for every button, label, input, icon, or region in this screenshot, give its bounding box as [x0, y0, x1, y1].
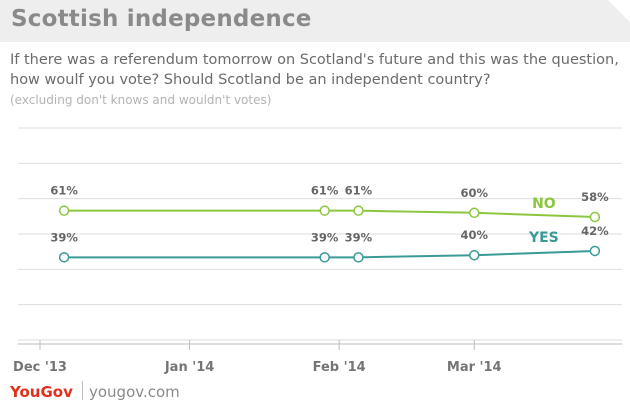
x-tick-label: Jan '14 — [164, 360, 214, 375]
data-label: 40% — [460, 228, 488, 242]
data-point — [469, 249, 480, 261]
chart-subtitle: If there was a referendum tomorrow on Sc… — [10, 52, 619, 88]
data-point — [58, 205, 70, 216]
folded-corner — [608, 0, 630, 22]
data-point — [469, 207, 480, 219]
data-label: 61% — [345, 184, 373, 198]
data-label: 39% — [50, 230, 78, 244]
x-tick-label: Feb '14 — [313, 360, 366, 375]
data-label: 39% — [345, 230, 373, 244]
data-point — [319, 252, 330, 263]
data-point — [353, 205, 364, 216]
series-name-no: NO — [532, 196, 556, 212]
chart-title: Scottish independence — [11, 6, 312, 32]
footer-divider — [82, 381, 83, 400]
yougov-logo: YouGov — [10, 383, 73, 401]
data-label: 60% — [460, 186, 488, 200]
data-label: 58% — [581, 190, 609, 204]
series-name-yes: YES — [528, 230, 559, 246]
data-label: 61% — [50, 184, 78, 198]
data-point — [58, 252, 70, 263]
title-bar: Scottish independence — [0, 0, 630, 42]
data-label: 42% — [581, 224, 609, 238]
x-tick-label: Mar '14 — [447, 360, 502, 375]
data-point — [589, 245, 601, 257]
data-point — [319, 205, 330, 216]
chart-note: (excluding don't knows and wouldn't vote… — [10, 93, 272, 107]
data-label: 61% — [311, 184, 339, 198]
source-url[interactable]: yougov.com — [89, 383, 180, 401]
x-tick-label: Dec '13 — [13, 360, 67, 375]
data-label: 39% — [311, 230, 339, 244]
data-point — [353, 252, 364, 263]
data-point — [589, 211, 601, 223]
